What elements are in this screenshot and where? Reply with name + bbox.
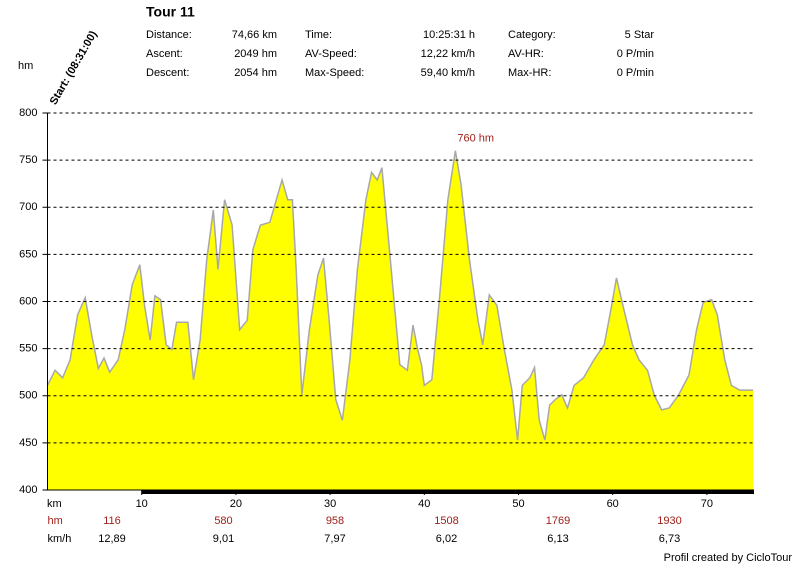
summary-value: 1508 — [434, 515, 458, 527]
stat-value: 0 P/min — [617, 67, 654, 79]
chart-title: Tour 11 — [146, 4, 195, 20]
y-tick-label: 400 — [19, 484, 37, 496]
summary-value: 1930 — [657, 515, 681, 527]
summary-value: 6,02 — [436, 533, 457, 545]
start-label: Start: (08:31:00) — [48, 29, 100, 107]
y-tick-label: 600 — [19, 295, 37, 307]
y-axis-label: hm — [18, 60, 33, 72]
stat-value: 2054 hm — [234, 67, 277, 79]
stat-label: Max-Speed: — [305, 67, 364, 79]
x-tick-label: 10 — [136, 498, 148, 510]
stat-label: Time: — [305, 29, 332, 41]
x-tick-label: 50 — [512, 498, 524, 510]
y-tick-label: 700 — [19, 201, 37, 213]
elevation-area — [47, 150, 754, 490]
x-tick-label: 70 — [701, 498, 713, 510]
stat-label: Max-HR: — [508, 67, 551, 79]
x-tick-label: 60 — [607, 498, 619, 510]
x-axis-label: km — [47, 498, 62, 510]
summary-value: 6,73 — [659, 533, 680, 545]
stat-value: 12,22 km/h — [421, 48, 475, 60]
summary-row-label: hm — [48, 515, 63, 527]
y-tick-label: 550 — [19, 343, 37, 355]
stat-value: 0 P/min — [617, 48, 654, 60]
x-tick-label: 30 — [324, 498, 336, 510]
stat-label: Category: — [508, 29, 556, 41]
y-tick-label: 500 — [19, 390, 37, 402]
summary-row-label: km/h — [48, 533, 72, 545]
summary-value: 580 — [214, 515, 232, 527]
x-tick-label: 40 — [418, 498, 430, 510]
stat-value: 10:25:31 h — [423, 29, 475, 41]
stat-label: Ascent: — [146, 48, 183, 60]
y-tick-label: 450 — [19, 437, 37, 449]
stat-value: 2049 hm — [234, 48, 277, 60]
summary-value: 6,13 — [547, 533, 568, 545]
stat-label: AV-Speed: — [305, 48, 357, 60]
summary-value: 958 — [326, 515, 344, 527]
y-tick-label: 650 — [19, 248, 37, 260]
footer: Profil created by CicloTour — [664, 552, 793, 564]
summary-value: 12,89 — [98, 533, 126, 545]
summary-value: 7,97 — [324, 533, 345, 545]
stat-label: AV-HR: — [508, 48, 544, 60]
stat-label: Descent: — [146, 67, 189, 79]
summary-value: 9,01 — [213, 533, 234, 545]
y-tick-label: 800 — [19, 107, 37, 119]
stat-label: Distance: — [146, 29, 192, 41]
elevation-line — [46, 150, 754, 441]
summary-value: 1769 — [546, 515, 570, 527]
peak-label: 760 hm — [457, 133, 494, 145]
stat-value: 74,66 km — [232, 29, 277, 41]
x-axis-band — [141, 490, 754, 494]
summary-value: 116 — [103, 515, 121, 527]
y-tick-label: 750 — [19, 154, 37, 166]
stat-value: 5 Star — [625, 29, 655, 41]
stat-value: 59,40 km/h — [421, 67, 475, 79]
x-tick-label: 20 — [230, 498, 242, 510]
